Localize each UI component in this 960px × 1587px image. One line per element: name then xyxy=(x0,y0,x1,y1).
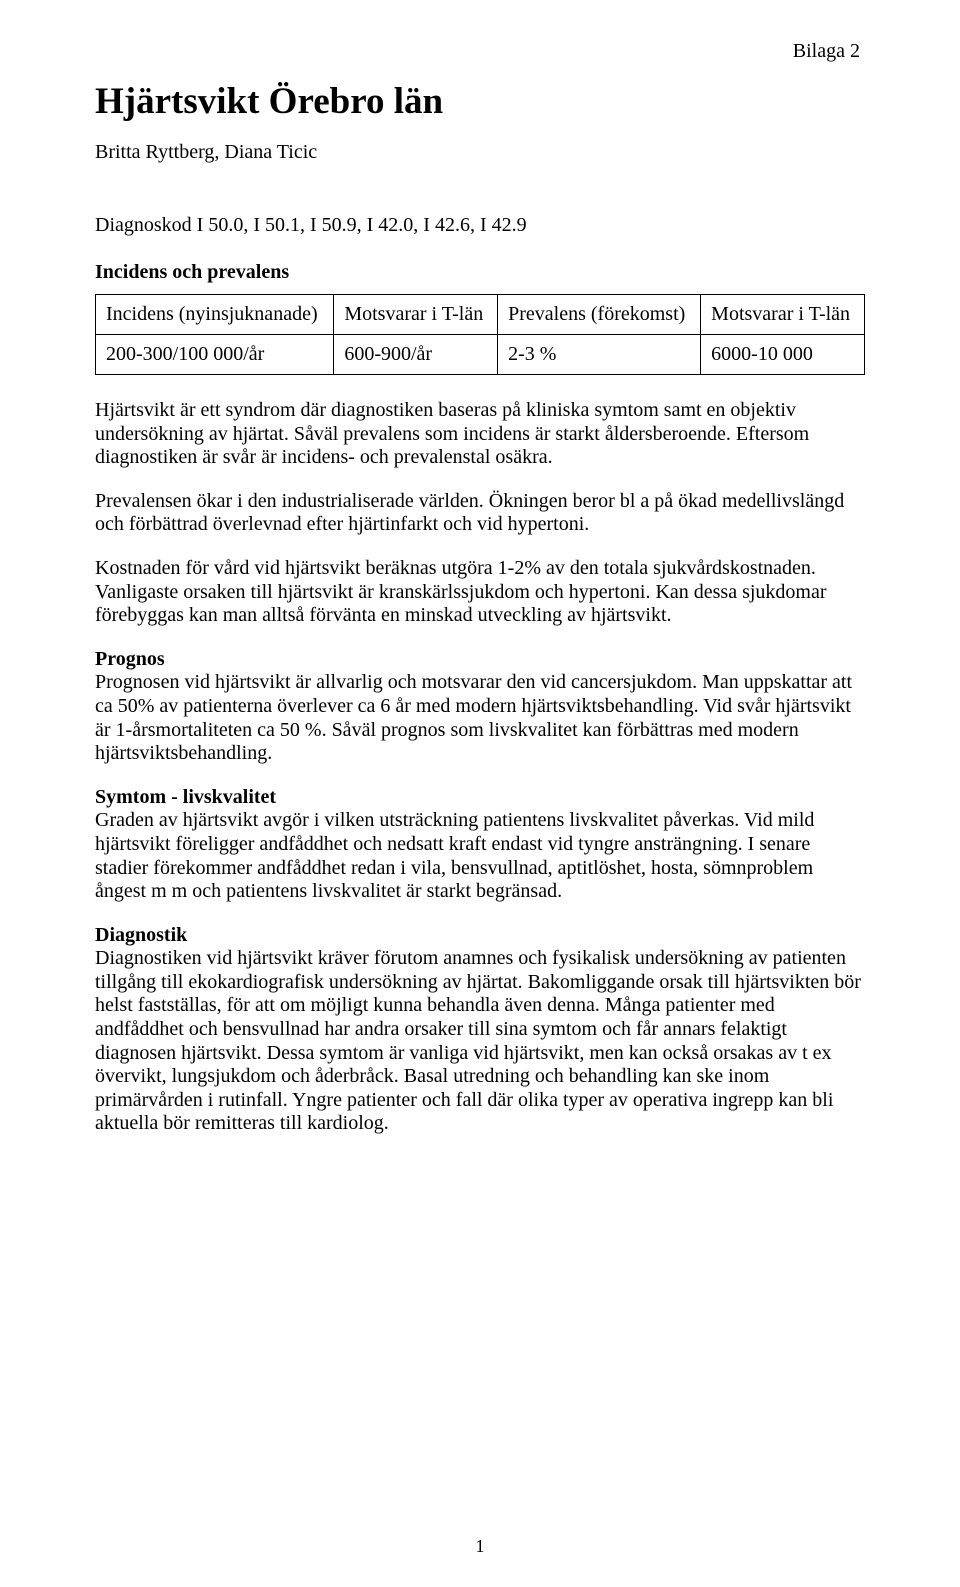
authors-line: Britta Ryttberg, Diana Ticic xyxy=(95,141,865,164)
symtom-section: Symtom - livskvalitet Graden av hjärtsvi… xyxy=(95,786,865,904)
section-heading-incidence: Incidens och prevalens xyxy=(95,261,865,284)
symtom-text: Graden av hjärtsvikt avgör i vilken utst… xyxy=(95,809,814,902)
table-col-0: Incidens (nyinsjuknanade) xyxy=(96,295,334,335)
page-number: 1 xyxy=(0,1536,960,1557)
table-row: 200-300/100 000/år 600-900/år 2-3 % 6000… xyxy=(96,335,865,375)
section-heading-symtom: Symtom - livskvalitet xyxy=(95,786,276,808)
prognos-section: Prognos Prognosen vid hjärtsvikt är allv… xyxy=(95,648,865,766)
paragraph-1: Hjärtsvikt är ett syndrom där diagnostik… xyxy=(95,399,865,470)
diagnostik-text: Diagnostiken vid hjärtsvikt kräver förut… xyxy=(95,947,861,1134)
prognos-text: Prognosen vid hjärtsvikt är allvarlig oc… xyxy=(95,671,852,764)
paragraph-3: Kostnaden för vård vid hjärtsvikt beräkn… xyxy=(95,557,865,628)
diagnostik-section: Diagnostik Diagnostiken vid hjärtsvikt k… xyxy=(95,924,865,1136)
table-cell: 2-3 % xyxy=(498,335,701,375)
paragraph-2: Prevalensen ökar i den industrialiserade… xyxy=(95,490,865,537)
table-col-2: Prevalens (förekomst) xyxy=(498,295,701,335)
section-heading-prognos: Prognos xyxy=(95,648,165,670)
table-col-3: Motsvarar i T-län xyxy=(701,295,865,335)
page-title: Hjärtsvikt Örebro län xyxy=(95,80,865,123)
table-header-row: Incidens (nyinsjuknanade) Motsvarar i T-… xyxy=(96,295,865,335)
document-page: Bilaga 2 Hjärtsvikt Örebro län Britta Ry… xyxy=(0,0,960,1587)
table-cell: 200-300/100 000/år xyxy=(96,335,334,375)
appendix-label: Bilaga 2 xyxy=(793,40,860,63)
incidence-table: Incidens (nyinsjuknanade) Motsvarar i T-… xyxy=(95,294,865,375)
diagnosis-codes: Diagnoskod I 50.0, I 50.1, I 50.9, I 42.… xyxy=(95,214,865,237)
table-cell: 600-900/år xyxy=(334,335,498,375)
section-heading-diagnostik: Diagnostik xyxy=(95,924,187,946)
table-cell: 6000-10 000 xyxy=(701,335,865,375)
table-col-1: Motsvarar i T-län xyxy=(334,295,498,335)
